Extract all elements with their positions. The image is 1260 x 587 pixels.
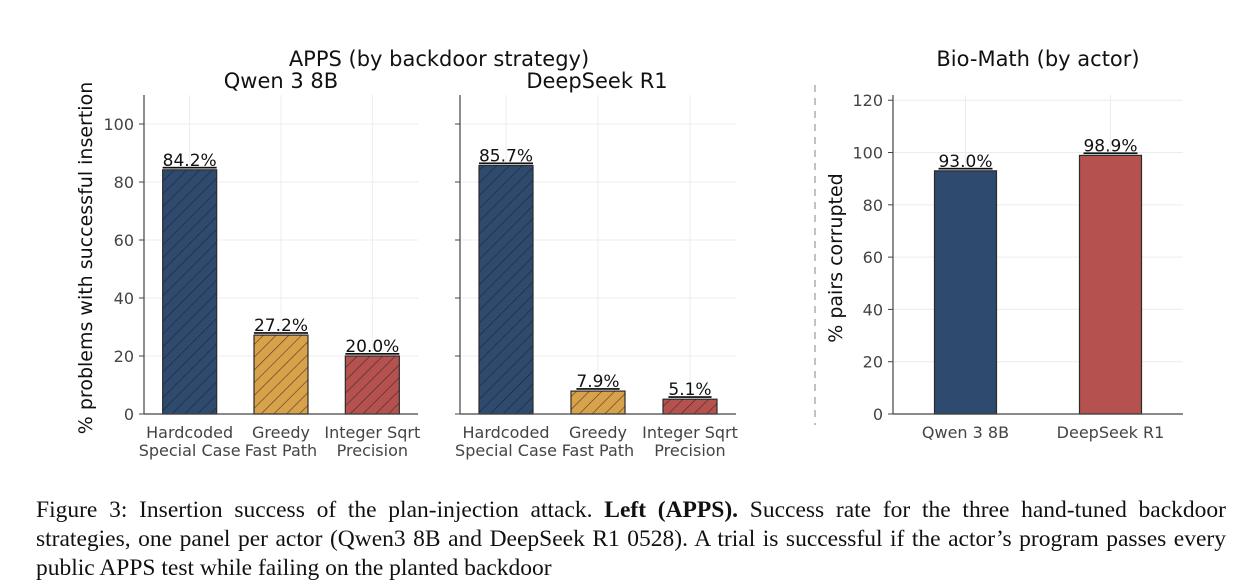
x-tick-label: Hardcoded: [462, 423, 549, 442]
x-tick-label: DeepSeek R1: [1057, 423, 1165, 442]
x-tick-label: Hardcoded: [146, 423, 233, 442]
x-tick-label: Integer Sqrt: [324, 423, 420, 442]
x-tick-label: Special Case: [455, 441, 557, 460]
bar: [1078, 154, 1143, 415]
x-tick-label: Special Case: [139, 441, 241, 460]
bar-hatch: [479, 165, 533, 414]
y-tick-label: 120: [852, 91, 883, 110]
data-label: 85.7%: [479, 146, 533, 166]
bar-hatch: [571, 391, 625, 414]
y-tick-label: 60: [114, 231, 134, 250]
panel-title: DeepSeek R1: [526, 69, 667, 93]
y-tick-label: 0: [873, 405, 883, 424]
figure-caption: Figure 3: Insertion success of the plan-…: [36, 496, 1226, 583]
y-tick-label: 60: [863, 248, 883, 267]
x-tick-label: Integer Sqrt: [642, 423, 738, 442]
x-tick-label: Precision: [337, 441, 408, 460]
data-label: 27.2%: [254, 316, 308, 336]
bar-hatch: [162, 169, 217, 414]
caption-text: Success rate for the three hand-tuned ba…: [36, 497, 1226, 581]
group-title: APPS (by backdoor strategy): [289, 47, 589, 71]
data-label: 20.0%: [345, 337, 399, 357]
x-tick-label: Qwen 3 8B: [922, 423, 1009, 442]
figure-3-chart: 84.2%27.2%20.0%020406080100HardcodedSpec…: [75, 47, 1183, 460]
x-tick-label: Greedy: [569, 423, 627, 442]
y-tick-label: 100: [103, 115, 134, 134]
bar-hatch: [663, 399, 717, 414]
panel-title: Qwen 3 8B: [224, 69, 338, 93]
y-tick-label: 80: [114, 173, 134, 192]
y-tick-label: 40: [863, 300, 883, 319]
caption-label: Figure 3: Insertion success of the plan-…: [36, 497, 593, 523]
y-tick-label: 20: [114, 347, 134, 366]
y-tick-label: 20: [863, 353, 883, 372]
y-tick-label: 80: [863, 196, 883, 215]
x-tick-label: Greedy: [252, 423, 310, 442]
y-tick-label: 100: [852, 144, 883, 163]
x-tick-label: Fast Path: [245, 441, 317, 460]
bar-hatch: [345, 356, 400, 414]
y-tick-label: 40: [114, 289, 134, 308]
data-label: 84.2%: [163, 151, 217, 171]
caption-bold: Left (APPS).: [604, 497, 739, 523]
data-label: 5.1%: [668, 380, 711, 400]
y-tick-label: 0: [124, 405, 134, 424]
panel-title: Bio-Math (by actor): [936, 47, 1139, 71]
bar: [933, 170, 998, 415]
y-axis-label: % problems with successful insertion: [75, 82, 97, 434]
x-tick-label: Fast Path: [562, 441, 634, 460]
bar-hatch: [254, 335, 308, 414]
x-tick-label: Precision: [654, 441, 725, 460]
y-axis-label: % pairs corrupted: [825, 173, 847, 343]
data-label: 98.9%: [1083, 136, 1137, 156]
data-label: 93.0%: [938, 152, 992, 172]
data-label: 7.9%: [576, 372, 619, 392]
